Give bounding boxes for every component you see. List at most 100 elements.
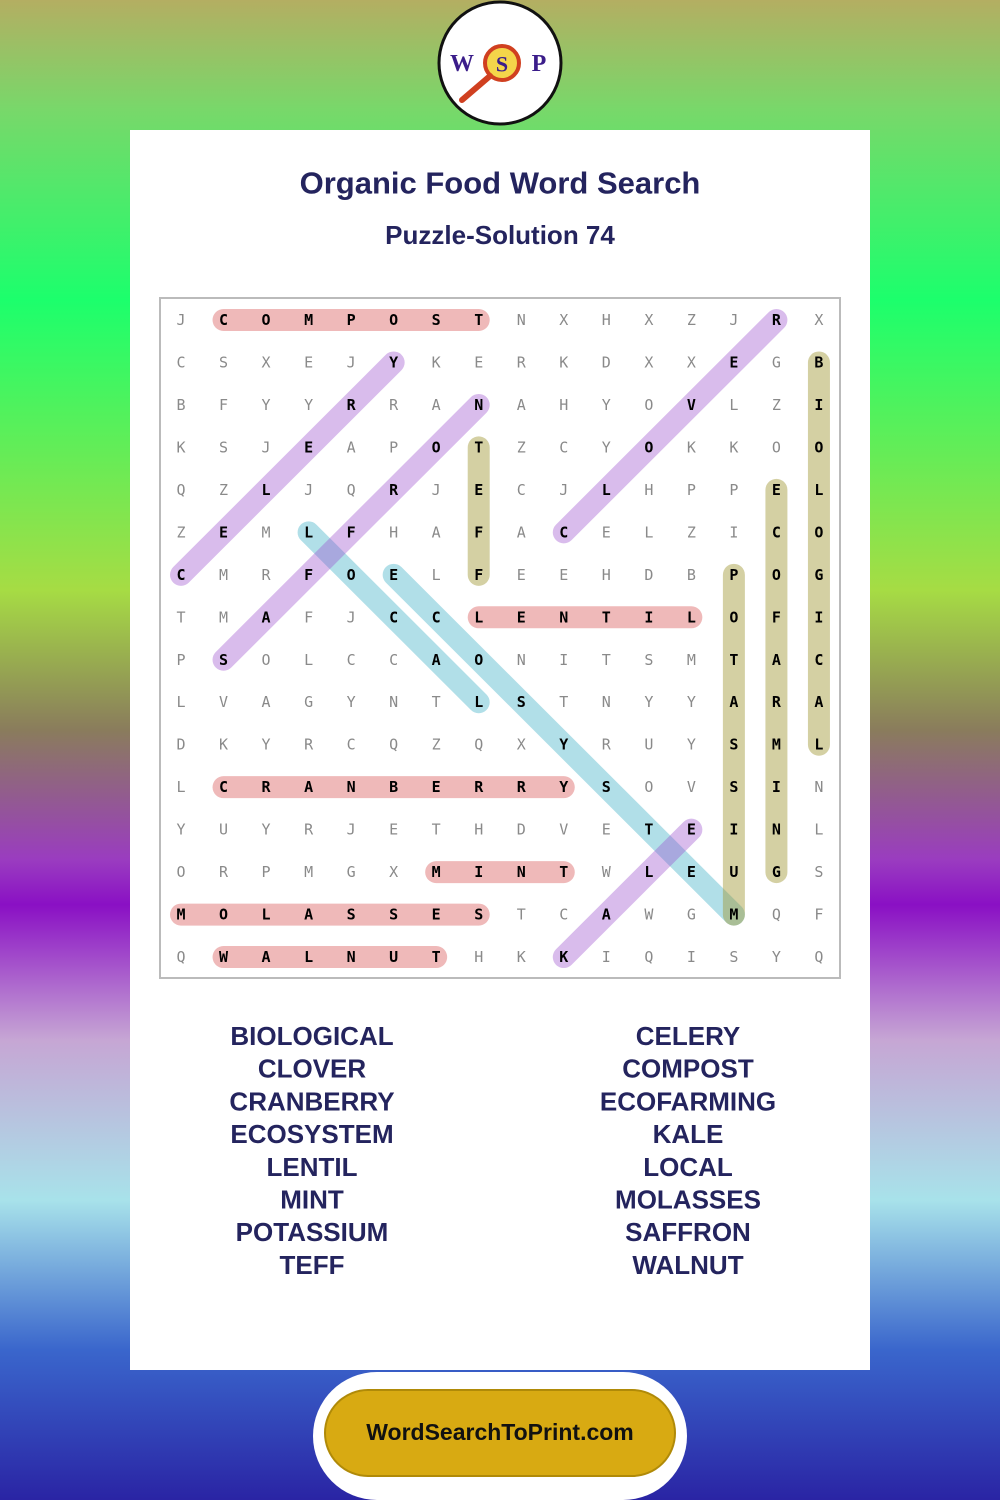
grid-letter: W	[602, 863, 612, 881]
grid-letter: I	[729, 523, 738, 541]
grid-letter: S	[389, 906, 398, 924]
grid-letter: Y	[176, 821, 185, 839]
grid-letter: Z	[772, 396, 781, 414]
grid-letter: Z	[219, 481, 228, 499]
grid-letter: E	[517, 608, 526, 626]
grid-letter: C	[219, 778, 228, 796]
grid-letter: M	[262, 523, 271, 541]
grid-letter: O	[262, 311, 271, 329]
grid-letter: A	[262, 948, 271, 966]
grid-letter: J	[347, 353, 356, 371]
grid-letter: P	[729, 481, 738, 499]
grid-letter: Y	[559, 736, 568, 754]
grid-letter: F	[772, 608, 781, 626]
grid-letter: H	[602, 311, 611, 329]
grid-letter: L	[644, 863, 653, 881]
grid-letter: C	[176, 566, 185, 584]
word-list-item: MINT	[280, 1185, 344, 1215]
grid-letter: A	[432, 396, 441, 414]
grid-letter: H	[559, 396, 568, 414]
grid-letter: P	[729, 566, 738, 584]
grid-letter: A	[517, 523, 526, 541]
grid-letter: X	[687, 353, 696, 371]
grid-letter: V	[559, 821, 568, 839]
grid-letter: S	[729, 948, 738, 966]
grid-letter: Q	[644, 948, 653, 966]
grid-letter: R	[262, 778, 272, 796]
grid-letter: V	[687, 778, 696, 796]
grid-letter: Y	[304, 396, 313, 414]
grid-letter: C	[559, 906, 568, 924]
grid-letter: C	[432, 608, 441, 626]
grid-letter: Y	[772, 948, 781, 966]
grid-letter: L	[176, 778, 185, 796]
grid-letter: M	[772, 736, 781, 754]
grid-letter: N	[474, 396, 483, 414]
grid-letter: A	[347, 438, 356, 456]
grid-letter: O	[474, 651, 483, 669]
grid-letter: E	[432, 906, 441, 924]
grid-letter: Y	[687, 736, 696, 754]
grid-letter: E	[772, 481, 781, 499]
grid-letter: J	[347, 821, 356, 839]
grid-letter: T	[602, 608, 611, 626]
grid-letter: B	[814, 353, 823, 371]
grid-letter: C	[176, 353, 185, 371]
grid-letter: C	[347, 736, 356, 754]
grid-letter: R	[389, 396, 399, 414]
grid-letter: E	[559, 566, 568, 584]
word-list-item: KALE	[653, 1119, 724, 1149]
word-list-item: CRANBERRY	[229, 1086, 394, 1116]
grid-letter: E	[687, 863, 696, 881]
grid-letter: O	[814, 438, 823, 456]
grid-letter: J	[262, 438, 271, 456]
grid-letter: X	[814, 311, 823, 329]
grid-letter: L	[729, 396, 738, 414]
highlight	[170, 351, 405, 586]
grid-letter: R	[304, 821, 314, 839]
grid-letter: E	[474, 353, 483, 371]
grid-letter: G	[772, 863, 781, 881]
grid-letter: O	[644, 438, 653, 456]
grid-letter: B	[687, 566, 696, 584]
highlights	[170, 309, 830, 969]
grid-letter: S	[219, 353, 228, 371]
grid-letter: R	[772, 693, 782, 711]
footer-button[interactable]	[324, 1389, 676, 1477]
grid-letter: X	[262, 353, 271, 371]
grid-letter: N	[347, 948, 356, 966]
word-list-item: CELERY	[636, 1021, 741, 1051]
grid-letter: A	[772, 651, 781, 669]
grid-frame	[159, 297, 841, 979]
grid-letter: X	[389, 863, 398, 881]
grid-letter: Y	[602, 396, 611, 414]
grid-letter: L	[814, 821, 823, 839]
grid-letter: X	[644, 311, 653, 329]
highlight	[382, 563, 745, 926]
grid-letter: C	[814, 651, 823, 669]
grid-letter: J	[559, 481, 568, 499]
grid-letter: R	[602, 736, 612, 754]
grid-letter: A	[517, 396, 526, 414]
word-list-item: COMPOST	[622, 1054, 754, 1084]
footer-link[interactable]: WordSearchToPrint.com	[366, 1419, 634, 1445]
grid-letter: P	[262, 863, 271, 881]
grid-letter: S	[219, 651, 228, 669]
grid-letter: N	[347, 778, 356, 796]
grid-letter: M	[687, 651, 696, 669]
grid-letter: S	[517, 693, 526, 711]
grid-letter: O	[729, 608, 738, 626]
grid-letter: Q	[389, 736, 398, 754]
grid-letter: C	[517, 481, 526, 499]
grid-letter: O	[347, 566, 356, 584]
grid-letter: T	[432, 948, 441, 966]
grid-letter: F	[474, 566, 483, 584]
grid-letter: M	[304, 311, 313, 329]
grid-letter: N	[559, 608, 568, 626]
subtitle: Puzzle-Solution 74	[385, 220, 615, 250]
word-list: BIOLOGICALCLOVERCRANBERRYECOSYSTEMLENTIL…	[229, 1021, 776, 1280]
grid-letter: C	[389, 651, 398, 669]
grid-letter: K	[687, 438, 696, 456]
grid-letter: N	[517, 311, 526, 329]
grid-letter: M	[219, 566, 228, 584]
